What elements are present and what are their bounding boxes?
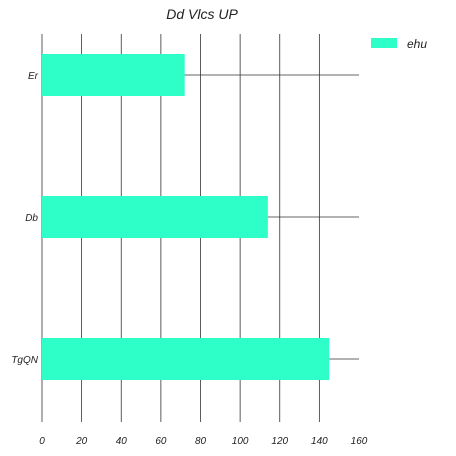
bar-db <box>42 196 268 238</box>
bars <box>42 54 330 380</box>
legend: ehu <box>371 37 427 51</box>
bar-er <box>42 54 185 96</box>
x-tick-labels: 0 20 40 60 80 100 120 140 160 <box>39 436 368 447</box>
category-label: Er <box>28 71 39 82</box>
x-tick-label: 20 <box>75 436 88 447</box>
x-tick-label: 140 <box>311 436 328 447</box>
x-tick-label: 120 <box>271 436 288 447</box>
x-tick-label: 60 <box>155 436 167 447</box>
category-label: Db <box>25 213 38 224</box>
x-tick-label: 0 <box>39 436 45 447</box>
x-tick-label: 160 <box>351 436 368 447</box>
category-labels: Er Db TgQN <box>11 71 38 366</box>
bar-tgqn <box>42 338 330 380</box>
x-tick-label: 40 <box>116 436 128 447</box>
chart-title: Dd Vlcs UP <box>166 6 238 22</box>
legend-label: ehu <box>407 37 427 51</box>
legend-swatch <box>371 38 397 48</box>
x-tick-label: 100 <box>232 436 249 447</box>
x-tick-label: 80 <box>195 436 207 447</box>
category-label: TgQN <box>11 355 38 366</box>
